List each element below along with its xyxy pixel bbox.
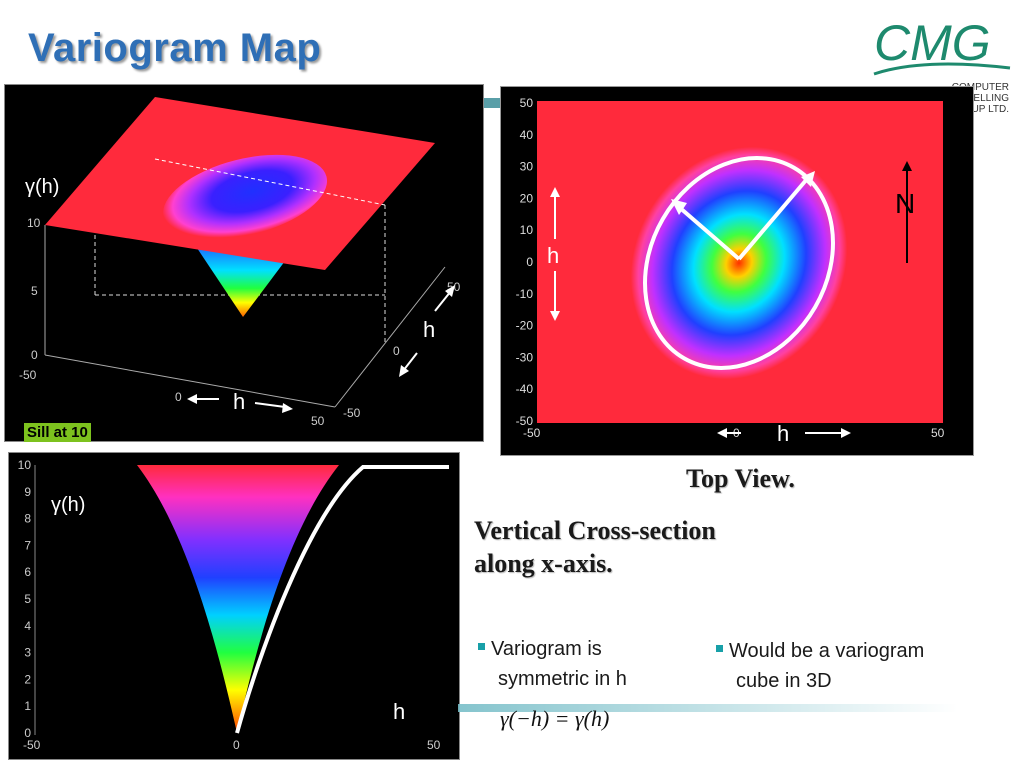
cross-y-tick: 1 xyxy=(24,699,31,713)
top-y-tick: 20 xyxy=(520,191,534,205)
cross-y-tick: 9 xyxy=(24,485,31,499)
z-tick-0: 0 xyxy=(31,348,38,362)
h-label-y: h xyxy=(423,317,435,342)
top-y-tick: 50 xyxy=(520,96,534,110)
bullet-square-icon xyxy=(478,643,485,651)
cross-x-tick-50: 50 xyxy=(427,738,441,752)
bullet-1-line-2: symmetric in h xyxy=(498,668,627,690)
top-y-tick: -50 xyxy=(516,414,534,428)
variogram-bowl xyxy=(162,154,328,240)
cross-y-tick: 3 xyxy=(24,646,31,660)
top-y-tick: -10 xyxy=(516,287,534,301)
x-tick-neg50: -50 xyxy=(19,368,37,382)
cross-y-tick: 0 xyxy=(24,726,31,740)
cross-y-tick: 4 xyxy=(24,619,31,633)
logo-brand-text: CMG xyxy=(874,15,991,71)
anisotropy-ellipse xyxy=(643,156,835,370)
top-view-caption: Top View. xyxy=(686,464,795,493)
top-y-tick: 30 xyxy=(520,160,534,174)
x-tick-50: 50 xyxy=(311,414,325,428)
slide-title: Variogram Map xyxy=(28,26,322,70)
top-h-label-left: h xyxy=(547,243,559,268)
bullet-symmetric: Variogram is symmetric in h xyxy=(478,634,678,694)
cross-x-tick-0: 0 xyxy=(233,738,240,752)
bullet-square-icon xyxy=(716,645,723,653)
bullet-3d-cube: Would be a variogram cube in 3D xyxy=(716,636,1006,696)
north-label: N xyxy=(895,188,915,219)
top-y-tick: -30 xyxy=(516,350,534,364)
h-label-x: h xyxy=(233,389,245,414)
variogram-cross-section-fill xyxy=(37,465,339,733)
variogram-cone-surface xyxy=(195,245,297,317)
cross-y-tick: 6 xyxy=(24,565,31,579)
top-x-tick-neg50: -50 xyxy=(523,426,541,440)
x-tick-0: 0 xyxy=(175,390,182,404)
top-y-tick: 0 xyxy=(526,255,533,269)
logo-line-1: COMPUTER xyxy=(951,82,1009,93)
y-tick-0: 0 xyxy=(393,344,400,358)
cross-section-caption-line1: Vertical Cross-section xyxy=(474,516,716,545)
top-y-tick: -20 xyxy=(516,319,534,333)
top-y-tick: 40 xyxy=(520,128,534,142)
cross-y-tick: 10 xyxy=(18,458,32,472)
bullet-2-line-1: Would be a variogram xyxy=(729,640,925,662)
variogram-model-curve xyxy=(235,465,449,734)
logo-line-3: GROUP LTD. xyxy=(948,104,1009,115)
logo-line-2: MODELLING xyxy=(950,93,1009,104)
bullet-2-line-2: cube in 3D xyxy=(736,670,832,692)
arrow-right-icon xyxy=(254,402,286,408)
cross-y-tick: 8 xyxy=(24,512,31,526)
cross-y-tick: 7 xyxy=(24,538,31,552)
cross-x-tick-neg50: -50 xyxy=(23,738,41,752)
gamma-h-label: γ(h) xyxy=(25,176,59,198)
cmg-logo-mark: CMG xyxy=(873,15,1011,76)
variogram-3d-surface-panel: γ(h) 10 5 0 -50 0 50 -50 0 50 h h xyxy=(4,84,484,442)
cross-y-tick: 5 xyxy=(24,592,31,606)
cross-y-tick: 2 xyxy=(24,672,31,686)
cross-gamma-label: γ(h) xyxy=(51,494,85,516)
accent-bar xyxy=(484,98,502,108)
top-y-tick: -40 xyxy=(516,382,534,396)
sill-badge: Sill at 10 xyxy=(24,423,91,442)
cross-h-label: h xyxy=(393,699,405,724)
cmg-logo: CMG COMPUTER MODELLING GROUP LTD. xyxy=(870,12,1015,122)
z-tick-5: 5 xyxy=(31,284,38,298)
top-x-tick-50: 50 xyxy=(931,426,945,440)
symmetry-formula: γ(−h) = γ(h) xyxy=(500,706,610,731)
bullet-1-line-1: Variogram is xyxy=(491,638,602,660)
divider-line xyxy=(458,704,958,712)
cross-section-caption-line2: along x-axis. xyxy=(474,549,613,578)
y-tick-neg50: -50 xyxy=(343,406,361,420)
variogram-cross-section-panel: 10 9 8 7 6 5 4 3 2 1 0 -50 0 50 γ(h) h xyxy=(8,452,460,760)
top-y-tick: 10 xyxy=(520,223,534,237)
top-h-label-bottom: h xyxy=(777,421,789,446)
z-tick-10: 10 xyxy=(27,216,41,230)
cross-section-caption: Vertical Cross-section along x-axis. xyxy=(474,514,716,580)
